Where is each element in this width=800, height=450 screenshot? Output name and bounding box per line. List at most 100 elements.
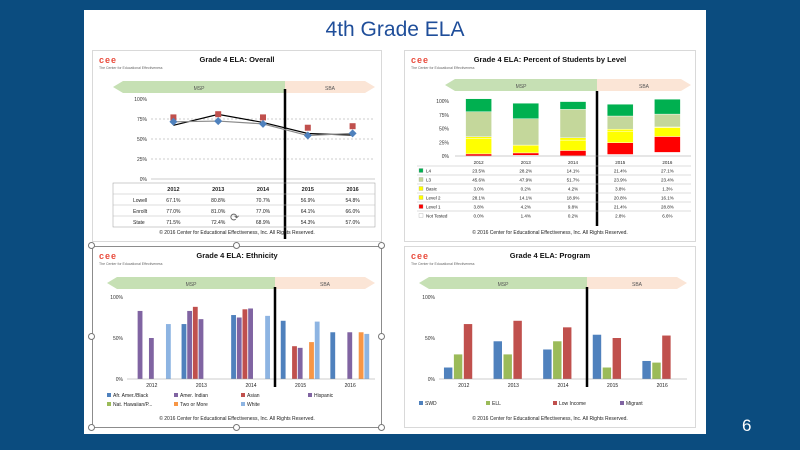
x-tick-label: 2012 xyxy=(458,383,469,389)
table-cell: 14.1% xyxy=(567,169,580,174)
overall-chart-panel[interactable]: cee The Center for Educational Effective… xyxy=(92,50,382,242)
table-cell: 6.6% xyxy=(662,214,672,219)
table-cell: 3.0% xyxy=(473,187,483,192)
data-point xyxy=(260,114,266,121)
bar xyxy=(148,338,154,379)
legend-entry: SWD xyxy=(425,401,437,407)
resize-handle-e[interactable] xyxy=(378,333,385,340)
bar xyxy=(612,338,622,379)
data-point xyxy=(304,124,311,131)
table-cell: 16.1% xyxy=(661,196,674,201)
sba-band-arrow xyxy=(597,79,691,91)
table-cell: 68.9% xyxy=(256,220,271,226)
bar xyxy=(192,306,198,379)
legend-entry: Amer. Indian xyxy=(180,393,208,399)
stacked-bar-segment xyxy=(654,127,681,137)
legend-entry: Basic xyxy=(426,187,438,192)
bar xyxy=(198,319,204,379)
table-cell: 47.9% xyxy=(519,178,532,183)
x-tick-label: 2015 xyxy=(302,187,314,193)
resize-handle-sw[interactable] xyxy=(88,424,95,431)
table-cell: 23.9% xyxy=(614,178,627,183)
y-tick-label: 50% xyxy=(137,137,148,143)
ethnicity-chart-panel[interactable]: cee The Center for Educational Effective… xyxy=(92,246,382,428)
stacked-bar-segment xyxy=(607,142,634,155)
table-cell: 4.2% xyxy=(521,205,531,210)
x-tick-label: 2015 xyxy=(615,160,626,165)
legend-entry: Asian xyxy=(247,393,260,399)
bar xyxy=(503,354,512,379)
stacked-bar-segment xyxy=(654,136,681,153)
resize-handle-nw[interactable] xyxy=(88,242,95,249)
legend-entry: L4 xyxy=(426,169,432,174)
stacked-bar-segment xyxy=(559,101,587,110)
bar xyxy=(314,321,320,379)
resize-handle-se[interactable] xyxy=(378,424,385,431)
msp-band-label: MSP xyxy=(516,84,528,90)
y-tick-label: 50% xyxy=(439,127,450,133)
msp-band-arrow xyxy=(419,277,587,289)
resize-handle-n[interactable] xyxy=(233,242,240,249)
y-tick-label: 25% xyxy=(439,140,450,146)
bar xyxy=(181,324,187,379)
bar xyxy=(297,347,303,379)
table-cell: 21.4% xyxy=(614,205,627,210)
x-tick-label: 2013 xyxy=(521,160,532,165)
bar xyxy=(602,367,612,379)
x-tick-label: 2013 xyxy=(212,187,224,193)
bar xyxy=(563,327,572,379)
msp-band-arrow xyxy=(107,277,275,289)
y-tick-label: 0% xyxy=(116,377,124,383)
bar xyxy=(165,324,171,379)
program-chart-panel[interactable]: cee The Center for Educational Effective… xyxy=(404,246,696,428)
legend-swatch xyxy=(620,401,624,405)
chart-title: Grade 4 ELA: Percent of Students by Leve… xyxy=(473,55,627,64)
legend-entry: Nat. Hawaiian/P... xyxy=(113,402,152,408)
table-cell: 1.3% xyxy=(662,187,672,192)
stacked-bar-segment xyxy=(559,109,587,138)
bar xyxy=(543,349,552,379)
bar xyxy=(592,334,602,379)
sba-band-label: SBA xyxy=(320,282,331,288)
rotate-handle-icon[interactable]: ⟳ xyxy=(230,212,240,224)
table-cell: 54.8% xyxy=(346,198,361,204)
legend-entry: Migrant xyxy=(626,401,643,407)
stacked-bar-segment xyxy=(512,144,539,154)
cee-logo: cee xyxy=(411,251,430,261)
msp-band-arrow xyxy=(113,81,285,93)
legend-swatch xyxy=(418,204,424,209)
bar xyxy=(137,310,143,379)
table-cell: 20.8% xyxy=(614,196,627,201)
cee-logo: cee xyxy=(99,251,118,261)
table-cell: 45.6% xyxy=(472,178,485,183)
table-cell: 0.0% xyxy=(473,214,483,219)
bar xyxy=(187,310,193,379)
stacked-bar-segment xyxy=(654,152,681,157)
logo-subtitle: The Center for Educational Effectiveness xyxy=(99,66,163,70)
resize-handle-s[interactable] xyxy=(233,424,240,431)
bar xyxy=(236,317,242,379)
sba-band-arrow xyxy=(275,277,375,289)
table-cell: 72.4% xyxy=(211,220,226,226)
data-point xyxy=(259,119,267,128)
table-cell: 66.0% xyxy=(346,209,361,215)
msp-band-label: MSP xyxy=(498,282,510,288)
resize-handle-ne[interactable] xyxy=(378,242,385,249)
bar xyxy=(242,309,248,379)
logo-subtitle: The Center for Educational Effectiveness xyxy=(99,262,163,266)
table-cell: 77.0% xyxy=(256,209,271,215)
levels-chart-panel[interactable]: cee The Center for Educational Effective… xyxy=(404,50,696,242)
legend-entry: Not Tested xyxy=(426,214,448,219)
bar xyxy=(513,320,522,379)
resize-handle-w[interactable] xyxy=(88,333,95,340)
x-tick-label: 2014 xyxy=(245,383,256,389)
table-cell: 27.1% xyxy=(661,169,674,174)
y-tick-label: 0% xyxy=(442,154,450,160)
bar xyxy=(231,315,236,379)
table-cell: 3.8% xyxy=(473,205,483,210)
sba-band-arrow xyxy=(587,277,687,289)
copyright: © 2016 Center for Educational Effectiven… xyxy=(159,230,315,236)
legend-entry: ELL xyxy=(492,401,501,407)
legend-swatch xyxy=(418,213,424,218)
bar xyxy=(347,332,353,379)
